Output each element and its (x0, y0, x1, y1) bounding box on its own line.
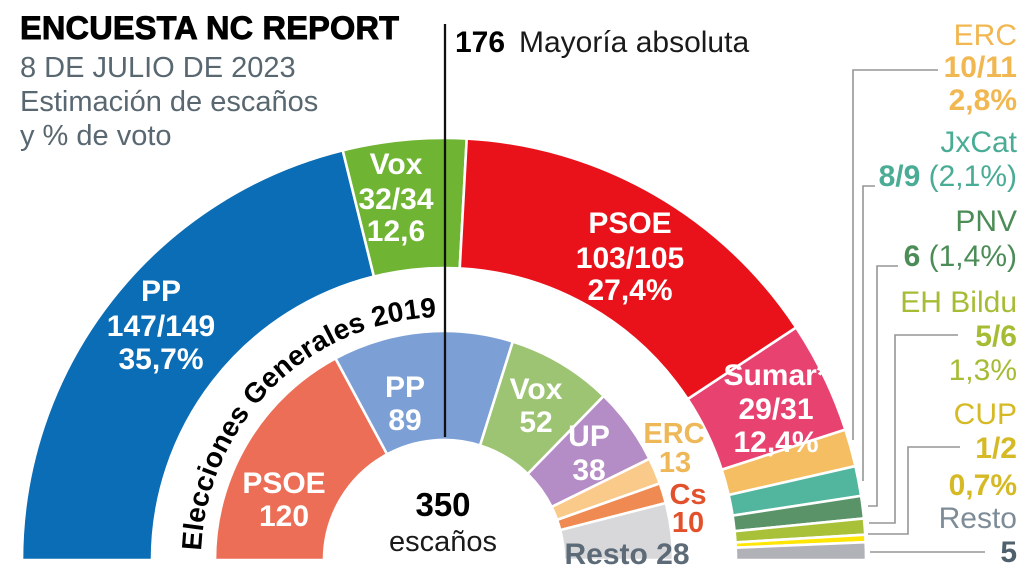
svg-text:CUP: CUP (954, 398, 1017, 431)
svg-text:ERC: ERC (954, 19, 1017, 52)
svg-text:Resto: Resto (939, 502, 1017, 535)
svg-text:PP: PP (385, 371, 425, 404)
svg-text:32/34: 32/34 (358, 183, 433, 216)
svg-text:2,8%: 2,8% (949, 84, 1017, 117)
svg-text:27,4%: 27,4% (587, 274, 672, 307)
svg-text:Estimación de escaños: Estimación de escaños (20, 86, 318, 118)
svg-text:12,6: 12,6 (367, 215, 425, 248)
svg-text:10/11: 10/11 (944, 51, 1017, 84)
svg-text:JxCat: JxCat (940, 126, 1017, 159)
svg-text:176: 176 (455, 26, 505, 59)
svg-text:y % de voto: y % de voto (20, 120, 172, 152)
svg-text:35,7%: 35,7% (118, 343, 203, 376)
svg-text:1/2: 1/2 (975, 432, 1017, 465)
svg-text:Vox: Vox (370, 148, 423, 181)
svg-text:350: 350 (415, 486, 470, 523)
svg-text:PSOE: PSOE (588, 207, 671, 240)
svg-text:12,4%: 12,4% (733, 426, 818, 459)
svg-text:89: 89 (388, 404, 421, 437)
svg-text:PP: PP (141, 275, 181, 308)
svg-text:8 DE JULIO DE 2023: 8 DE JULIO DE 2023 (20, 52, 296, 84)
svg-text:103/105: 103/105 (576, 242, 684, 275)
svg-text:8/9 (2,1%): 8/9 (2,1%) (879, 160, 1017, 193)
svg-text:13: 13 (659, 447, 691, 479)
svg-text:6 (1,4%): 6 (1,4%) (904, 240, 1017, 273)
svg-text:52: 52 (519, 406, 552, 439)
svg-text:10: 10 (672, 507, 704, 539)
svg-text:Vox: Vox (510, 373, 563, 406)
svg-text:38: 38 (572, 454, 605, 487)
svg-text:29/31: 29/31 (738, 393, 813, 426)
svg-text:Sumar*: Sumar* (723, 359, 828, 392)
svg-text:ENCUESTA NC REPORT: ENCUESTA NC REPORT (20, 10, 399, 46)
svg-text:120: 120 (259, 500, 309, 533)
svg-text:0,7%: 0,7% (949, 469, 1017, 502)
svg-text:escaños: escaños (389, 526, 497, 558)
svg-text:PNV: PNV (955, 205, 1017, 238)
svg-text:5: 5 (1000, 536, 1017, 569)
svg-text:PSOE: PSOE (242, 467, 325, 500)
svg-text:ERC: ERC (643, 418, 704, 450)
svg-text:Mayoría absoluta: Mayoría absoluta (519, 26, 749, 59)
svg-text:1,3%: 1,3% (949, 354, 1017, 387)
svg-text:Cs: Cs (669, 479, 706, 511)
svg-text:UP: UP (568, 420, 610, 453)
svg-text:Resto 28: Resto 28 (564, 538, 689, 571)
svg-text:147/149: 147/149 (107, 310, 215, 343)
svg-text:EH Bildu: EH Bildu (900, 286, 1017, 319)
svg-text:5/6: 5/6 (975, 320, 1017, 353)
